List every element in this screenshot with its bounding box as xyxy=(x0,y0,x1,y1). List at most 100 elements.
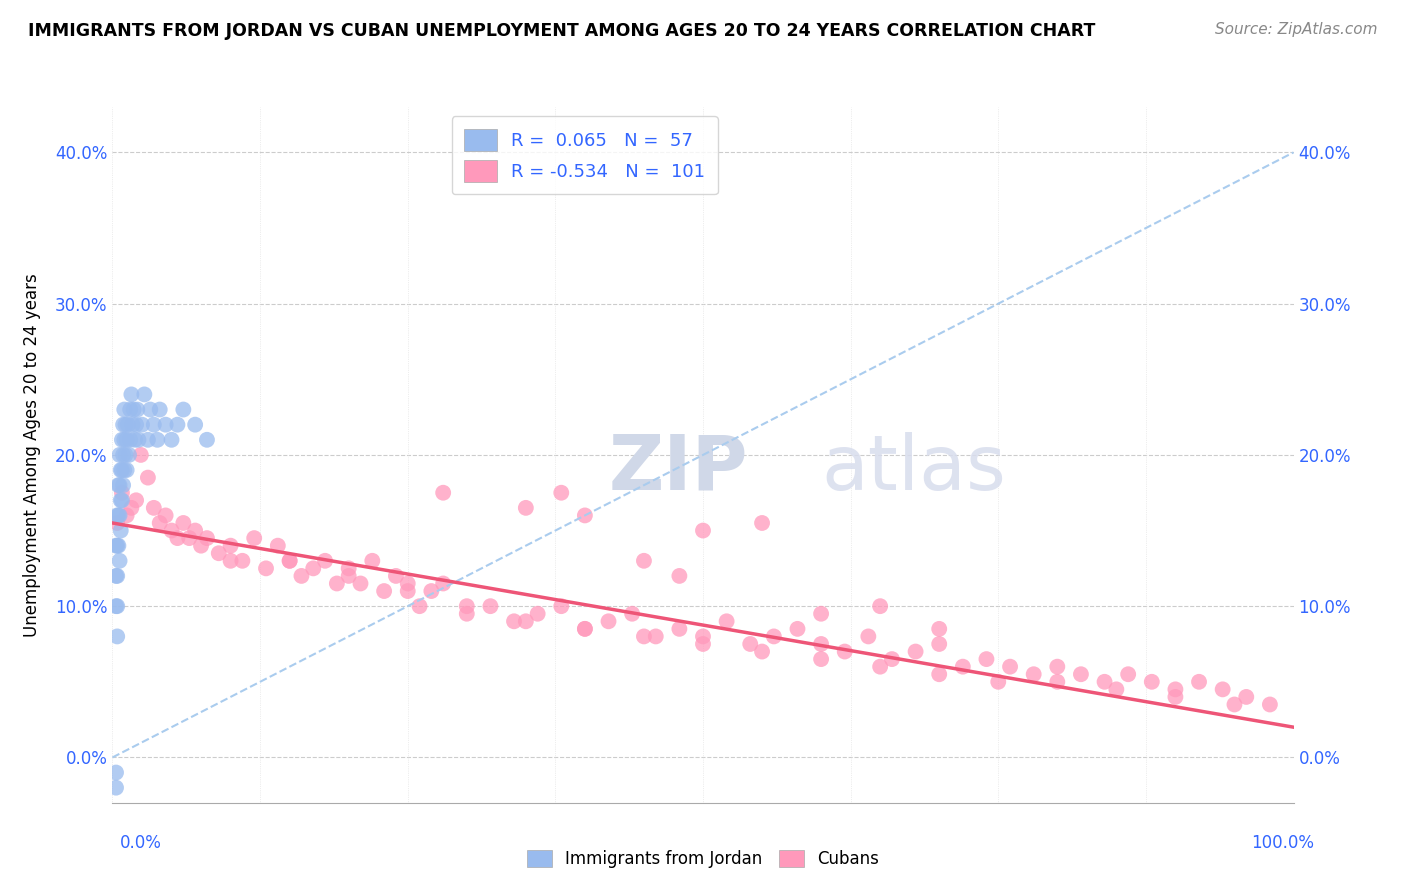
Point xyxy=(1022,667,1045,681)
Point xyxy=(337,569,360,583)
Point xyxy=(105,508,128,523)
Point xyxy=(361,554,384,568)
Point xyxy=(112,417,135,432)
Point xyxy=(810,607,832,621)
Point xyxy=(290,569,312,583)
Point xyxy=(574,508,596,523)
Text: ZIP: ZIP xyxy=(609,432,748,506)
Point xyxy=(105,569,128,583)
Point xyxy=(396,584,419,599)
Point xyxy=(105,516,128,530)
Point xyxy=(1223,698,1246,712)
Point xyxy=(166,531,188,545)
Point xyxy=(108,508,131,523)
Point xyxy=(503,615,526,629)
Point xyxy=(107,539,129,553)
Point xyxy=(716,615,738,629)
Point xyxy=(184,524,207,538)
Point xyxy=(869,659,891,673)
Point xyxy=(127,402,149,417)
Legend: Immigrants from Jordan, Cubans: Immigrants from Jordan, Cubans xyxy=(520,843,886,875)
Point xyxy=(668,622,690,636)
Point xyxy=(515,500,537,515)
Point xyxy=(124,433,146,447)
Point xyxy=(858,629,880,643)
Point xyxy=(786,622,808,636)
Point xyxy=(976,652,998,666)
Point xyxy=(149,516,172,530)
Point xyxy=(184,417,207,432)
Point xyxy=(987,674,1010,689)
Point xyxy=(208,546,231,560)
Point xyxy=(302,561,325,575)
Point xyxy=(190,539,212,553)
Point xyxy=(118,448,141,462)
Point xyxy=(107,478,129,492)
Point xyxy=(115,433,138,447)
Point xyxy=(385,569,408,583)
Point xyxy=(114,417,136,432)
Point xyxy=(105,765,128,780)
Y-axis label: Unemployment Among Ages 20 to 24 years: Unemployment Among Ages 20 to 24 years xyxy=(24,273,41,637)
Point xyxy=(149,402,172,417)
Point xyxy=(621,607,644,621)
Point xyxy=(120,402,142,417)
Point xyxy=(550,485,572,500)
Point xyxy=(834,644,856,658)
Point xyxy=(120,500,142,515)
Point xyxy=(112,448,135,462)
Point xyxy=(456,599,478,614)
Point xyxy=(904,644,927,658)
Point xyxy=(172,402,194,417)
Point xyxy=(1188,674,1211,689)
Point xyxy=(1140,674,1163,689)
Point xyxy=(115,463,138,477)
Point xyxy=(105,599,128,614)
Point xyxy=(349,576,371,591)
Point xyxy=(928,622,950,636)
Point xyxy=(1234,690,1257,704)
Text: atlas: atlas xyxy=(821,432,1005,506)
Point xyxy=(644,629,666,643)
Point xyxy=(1116,667,1139,681)
Point xyxy=(105,539,128,553)
Point xyxy=(243,531,266,545)
Point xyxy=(195,433,218,447)
Point xyxy=(1105,682,1128,697)
Point xyxy=(751,516,773,530)
Point xyxy=(105,629,128,643)
Point xyxy=(810,637,832,651)
Point xyxy=(267,539,290,553)
Text: 0.0%: 0.0% xyxy=(120,834,162,852)
Point xyxy=(456,607,478,621)
Point xyxy=(110,524,132,538)
Point xyxy=(125,417,148,432)
Point xyxy=(254,561,277,575)
Point xyxy=(112,402,135,417)
Point xyxy=(219,554,242,568)
Point xyxy=(195,531,218,545)
Point xyxy=(136,433,159,447)
Point xyxy=(108,448,131,462)
Point xyxy=(134,387,156,401)
Legend: R =  0.065   N =  57, R = -0.534   N =  101: R = 0.065 N = 57, R = -0.534 N = 101 xyxy=(451,116,718,194)
Point xyxy=(1258,698,1281,712)
Point xyxy=(108,554,131,568)
Point xyxy=(740,637,762,651)
Point xyxy=(139,402,162,417)
Point xyxy=(160,433,183,447)
Point xyxy=(142,417,165,432)
Point xyxy=(231,554,253,568)
Point xyxy=(120,433,142,447)
Point xyxy=(136,470,159,484)
Point xyxy=(111,433,134,447)
Point xyxy=(479,599,502,614)
Point xyxy=(278,554,301,568)
Point xyxy=(110,493,132,508)
Point xyxy=(1070,667,1092,681)
Point xyxy=(928,637,950,651)
Point xyxy=(633,554,655,568)
Point xyxy=(326,576,349,591)
Point xyxy=(112,478,135,492)
Point xyxy=(810,652,832,666)
